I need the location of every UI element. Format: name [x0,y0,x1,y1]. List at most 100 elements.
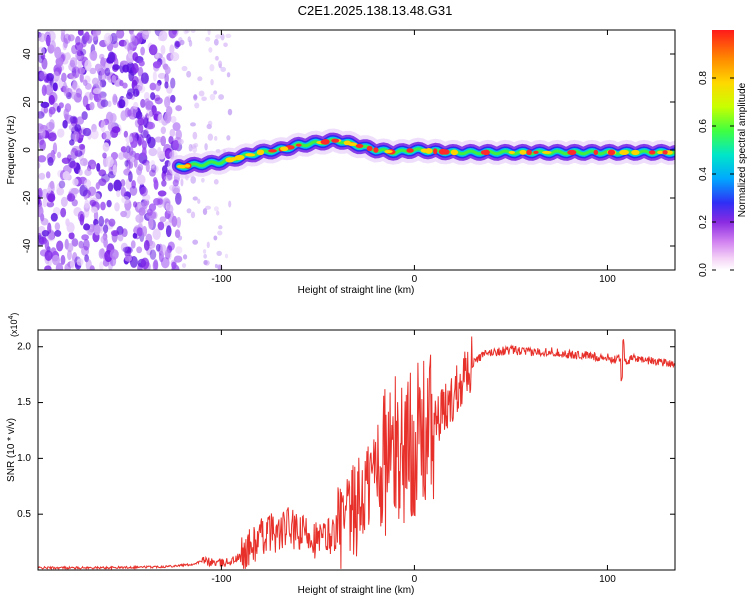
noise-blob [110,151,119,160]
noise-blob [84,199,90,209]
noise-blob [161,179,167,187]
noise-blob [148,217,154,230]
ridge-peak [280,146,289,152]
noise-blob [71,44,78,55]
noise-blob [38,46,46,56]
ridge-peak [433,148,438,155]
noise-blob [213,235,218,241]
noise-blob [38,111,45,119]
colorbar-tick-label: 0.4 [698,167,709,181]
noise-blob [143,239,150,251]
heatmap-xtick-label: 100 [599,274,616,285]
noise-blob [45,35,51,47]
noise-blob [46,73,55,82]
noise-blob [139,186,148,197]
noise-blob [38,155,47,163]
noise-blob [40,101,50,109]
noise-blob [76,116,85,125]
noise-blob [218,60,223,68]
ridge-peak [331,138,340,143]
noise-blob [94,63,102,72]
noise-blob [45,171,51,179]
noise-blob [100,201,106,211]
snr-ytick-label: 2.0 [17,341,31,352]
ridge-peak [593,149,599,156]
noise-blob [149,82,157,91]
ridge-peak [442,149,450,155]
noise-blob [96,162,101,172]
noise-blob [152,61,162,69]
noise-blob [100,120,106,133]
noise-blob [190,176,197,184]
heatmap-ytick-label: -40 [22,238,33,253]
noise-blob [89,265,95,270]
noise-blob [89,67,97,75]
colorbar-tick-label: 0.8 [698,71,709,85]
noise-blob [76,49,83,57]
noise-blob [164,72,169,85]
ridge-peak [373,147,379,153]
noise-blob [154,136,163,143]
noise-blob [192,239,199,245]
noise-blob [141,225,148,237]
noise-blob [44,250,53,261]
noise-blob [132,88,140,98]
noise-blob [105,156,114,168]
noise-blob [79,158,88,166]
noise-blob [41,57,48,70]
noise-blob [131,179,136,189]
noise-blob [69,115,78,124]
noise-blob [70,187,80,195]
noise-blob [74,124,82,132]
colorbar-tick-label: 0.0 [698,263,709,277]
noise-blob [82,95,89,108]
noise-blob [129,185,138,196]
noise-blob [164,174,173,182]
snr-xtick-label: -100 [211,574,231,585]
noise-blob [175,246,183,254]
noise-blob [146,109,153,119]
noise-blob [153,197,161,206]
ridge-peak [662,150,668,155]
noise-blob [177,235,183,241]
ridge-peak [343,140,351,146]
noise-blob [60,30,66,37]
noise-blob [109,249,119,260]
noise-blob [204,143,208,151]
noise-blob [42,198,48,208]
noise-blob [99,261,104,270]
noise-blob [213,90,218,95]
heatmap-ylabel: Frequency (Hz) [6,116,17,185]
noise-blob [217,264,221,270]
noise-blob [177,138,184,145]
noise-blob [110,229,120,237]
noise-blob [192,196,198,201]
noise-blob [81,234,89,241]
noise-blob [133,158,138,168]
noise-blob [125,136,134,143]
noise-blob [58,180,66,189]
noise-blob [107,100,112,108]
snr-ytick-label: 0.5 [17,509,31,520]
snr-series-line [38,336,675,570]
noise-blob [171,30,179,37]
noise-blob [47,222,52,234]
noise-blob [217,230,223,236]
noise-blob [141,140,147,151]
noise-blob [124,160,129,167]
noise-blob [154,82,161,92]
noise-blob [130,32,135,42]
noise-blob [62,170,70,181]
noise-blob [197,76,203,82]
ridge-peak [526,149,532,156]
noise-blob [207,30,211,36]
noise-blob [55,56,64,67]
noise-blob [171,30,178,35]
noise-blob [71,91,77,100]
noise-blob [136,246,143,254]
snr-frame [37,329,676,571]
noise-blob [181,65,188,72]
noise-blob [60,196,68,208]
noise-blob [39,139,46,151]
noise-blob [164,81,169,89]
